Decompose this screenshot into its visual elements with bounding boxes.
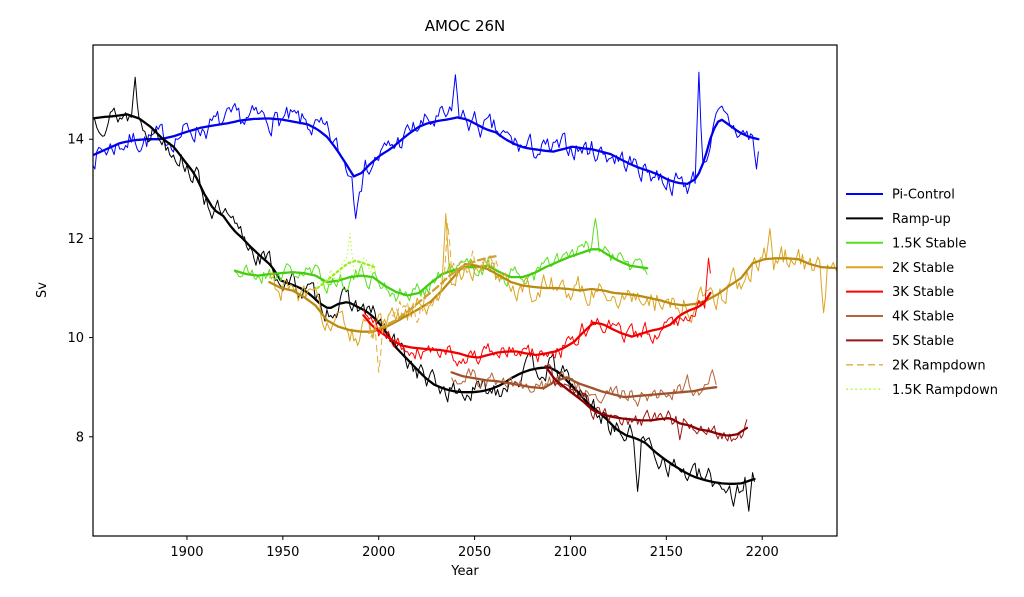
x-tick-label: 1900 — [170, 545, 203, 560]
y-tick-label: 14 — [67, 133, 84, 148]
legend-item-pi-control: Pi-Control — [846, 188, 955, 203]
series-lines — [93, 71, 837, 512]
1.5k-stable-smoothed-line — [233, 248, 649, 297]
x-tick-label: 2000 — [362, 545, 395, 560]
1.5k-rampdown-smoothed-line — [316, 259, 378, 290]
x-tick-label: 2200 — [746, 545, 779, 560]
3k-stable-annual-line — [362, 257, 711, 367]
legend-label: Ramp-up — [892, 212, 951, 227]
x-axis-label: Year — [450, 564, 479, 579]
chart-title: AMOC 26N — [425, 17, 506, 35]
legend-item-2k-rampdown: 2K Rampdown — [846, 358, 986, 373]
x-tick-label: 2150 — [650, 545, 683, 560]
x-tick-label: 2050 — [458, 545, 491, 560]
y-tick-label: 8 — [76, 430, 84, 445]
y-tick-label: 10 — [67, 331, 84, 346]
5k-stable-annual-line — [545, 364, 748, 442]
legend-item-2k-stable: 2K Stable — [846, 261, 954, 276]
2k-rampdown-smoothed-line — [367, 254, 499, 334]
legend-label: Pi-Control — [892, 188, 955, 203]
legend-label: 1.5K Stable — [892, 236, 967, 251]
legend-item-5k-stable: 5K Stable — [846, 334, 954, 349]
y-axis-label: Sv — [35, 282, 50, 298]
2k-stable-annual-line — [268, 213, 837, 347]
legend-item-ramp-up: Ramp-up — [846, 212, 951, 227]
x-tick-label: 1950 — [266, 545, 299, 560]
legend-label: 5K Stable — [892, 334, 954, 349]
4k-stable-annual-line — [451, 368, 717, 407]
axis-ticks: 1900 1950 2000 2050 2100 2150 2200 8 10 12 14 — [67, 133, 778, 560]
legend-item-4k-stable: 4K Stable — [846, 310, 954, 325]
plot-frame — [92, 44, 838, 537]
x-tick-label: 2100 — [554, 545, 587, 560]
legend-item-1.5k-rampdown: 1.5K Rampdown — [846, 383, 998, 398]
4k-stable-smoothed-line — [450, 371, 718, 399]
y-tick-label: 12 — [67, 232, 84, 247]
5k-stable-smoothed-line — [544, 365, 749, 437]
ramp-up-smoothed-line — [93, 113, 756, 485]
legend-label: 2K Rampdown — [892, 358, 986, 373]
2k-rampdown-annual-line — [368, 223, 499, 373]
legend-label: 1.5K Rampdown — [892, 383, 998, 398]
legend-item-3k-stable: 3K Stable — [846, 285, 954, 300]
legend-label: 3K Stable — [892, 285, 954, 300]
legend-item-1.5k-stable: 1.5K Stable — [846, 236, 967, 251]
legend-label: 4K Stable — [892, 310, 954, 325]
legend: Pi-Control Ramp-up 1.5K Stable 2K Stable 3K … — [846, 188, 998, 398]
pi-control-annual-line — [93, 71, 759, 220]
pi-control-smoothed-line — [93, 116, 760, 186]
ramp-up-annual-line — [93, 76, 755, 512]
2k-stable-smoothed-line — [268, 257, 837, 333]
3k-stable-smoothed-line — [362, 291, 712, 359]
legend-label: 2K Stable — [892, 261, 954, 276]
1.5k-rampdown-annual-line — [316, 233, 378, 291]
